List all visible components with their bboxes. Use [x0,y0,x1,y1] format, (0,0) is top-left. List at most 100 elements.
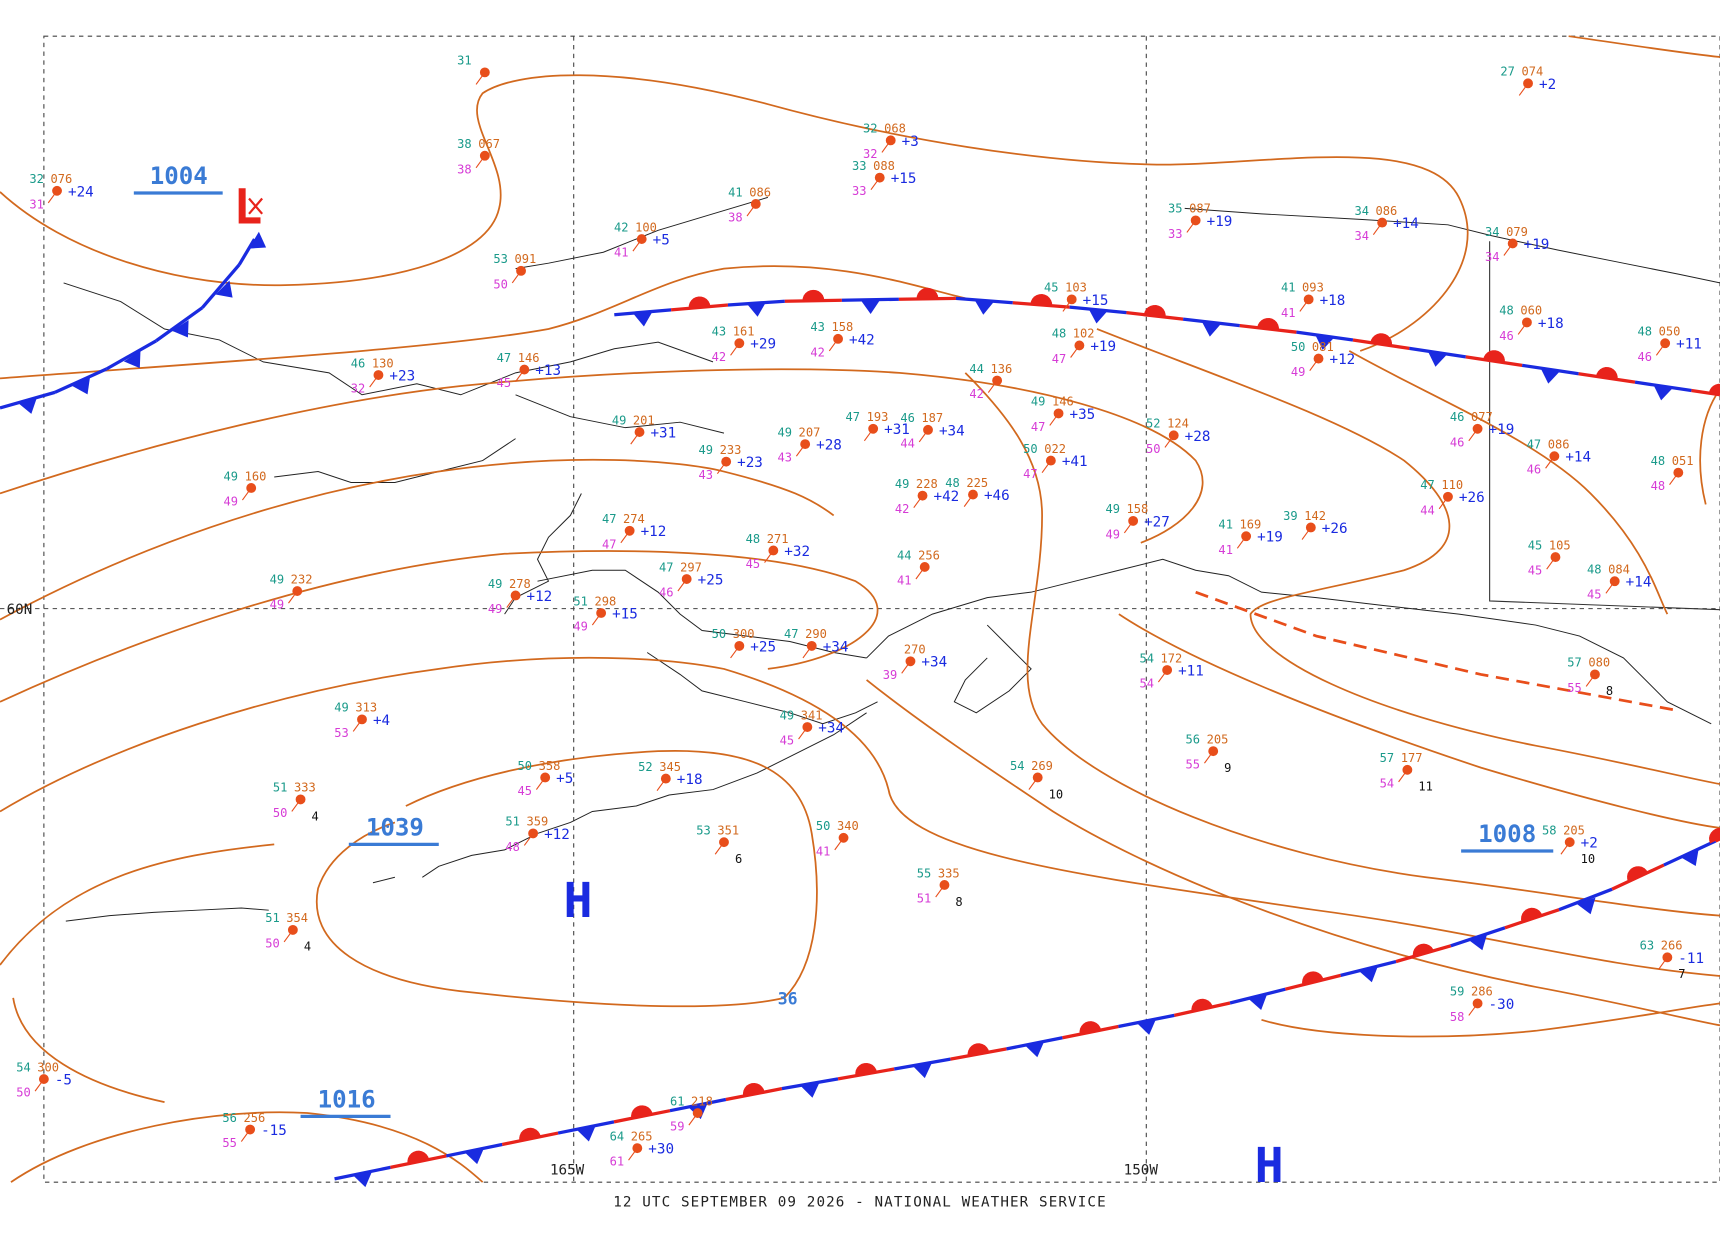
station-plot: 49 341 45 +34 [780,708,844,747]
station-extra: 7 [1678,967,1685,981]
dewpoint: 45 [1587,588,1602,602]
temperature: 51 [573,594,588,608]
station-plot: 49 207 43 +28 [777,425,841,464]
dewpoint: 43 [777,451,792,465]
dewpoint: 54 [1380,776,1395,790]
pressure-tendency: +19 [1489,422,1515,438]
wind-barb [475,72,486,85]
wind-barb [1164,435,1175,448]
isobar [0,368,1204,544]
station-plot: 50 358 45 +5 [517,759,573,798]
cold-front-symbol [632,311,653,327]
front-line [54,367,108,394]
wind-barb [795,443,806,457]
dewpoint: 59 [670,1120,685,1134]
isobar-label: 36 [778,989,798,1008]
temperature: 49 [612,413,627,427]
station-plot: 64 265 61 +30 [610,1129,674,1168]
station-extra: 10 [1581,852,1596,866]
station-plot: 47 274 47 +12 [602,512,666,551]
station-circle [750,199,761,209]
dewpoint: 49 [1291,365,1306,379]
wind-barb [963,494,974,507]
pressure-tendency: +31 [650,426,676,442]
wind-barb [834,837,844,851]
cold-front-symbol [1088,308,1108,324]
pressure: 050 [1659,325,1681,339]
station-plot: 51 298 49 +15 [573,594,637,633]
dewpoint: 42 [969,387,984,401]
station-plot: 27 074+2 [1500,65,1556,96]
dewpoint: 51 [917,892,932,906]
front-line [201,263,241,309]
temperature: 51 [505,815,520,829]
wind-barb [1545,455,1555,469]
station-plot: 33 088 33 +15 [852,159,916,198]
station-plot: 55 335 51 8 [917,866,963,909]
dewpoint: 58 [1450,1010,1465,1024]
wind-barb [632,238,643,252]
pressure-tendency: +23 [389,369,415,385]
pressure-tendency: +19 [1524,237,1550,253]
station-plot: 48 060 46 +18 [1499,304,1563,343]
pressure-tendency: +34 [921,655,947,671]
station-extra: 11 [1418,780,1433,794]
station-extra: 8 [1606,684,1613,698]
front-line [781,1077,839,1091]
pressure: 158 [831,320,853,334]
pressure: 218 [691,1094,713,1108]
dewpoint: 46 [1637,350,1652,364]
temperature: 47 [784,627,799,641]
warm-front-symbol [1595,367,1618,380]
pressure: 233 [720,443,742,457]
station-extra: 4 [304,940,311,954]
wind-barb [1041,460,1052,473]
cold-front-symbol [248,231,267,249]
wind-barb [870,177,881,191]
pressure-tendency: +42 [933,489,959,505]
fronts [0,231,1720,1188]
station-plot: 45 103+15 [1044,281,1108,312]
temperature: 57 [1567,656,1582,670]
wind-barb [764,550,774,563]
temperature: 50 [1291,340,1306,354]
cold-front-symbol [1540,368,1561,384]
warm-front-symbol [1257,318,1280,331]
dewpoint: 47 [1052,352,1067,366]
wind-barb [591,612,602,626]
pressure: 146 [518,351,540,365]
temperature: 49 [334,701,349,715]
pressure: 142 [1304,509,1326,523]
pressure: 087 [1189,202,1211,216]
front-line [155,306,204,343]
center-mark [248,197,264,215]
pressure: 081 [1312,340,1334,354]
station-plot: 54 269 10 [1010,759,1063,802]
pressure: 088 [873,159,895,173]
wind-barb [47,190,58,204]
temperature: 48 [1651,454,1666,468]
station-plot: 48 050 46 +11 [1637,325,1701,364]
temperature: 49 [488,577,503,591]
temperature: 31 [457,54,472,68]
dewpoint: 34 [1354,229,1369,243]
station-circle [1066,294,1077,305]
pressure-tendency: +23 [737,455,763,471]
coastline [63,282,1712,725]
warm-front-symbol [1370,333,1393,346]
station-plot: 48 102 47 +19 [1052,327,1116,366]
temperature: 56 [222,1111,237,1125]
pressure: 136 [991,362,1013,376]
temperature: 61 [670,1094,685,1108]
wind-barb [475,155,486,169]
temperature: 52 [638,760,653,774]
isobar-label: 1016 [318,1086,376,1114]
temperature: 47 [1527,438,1542,452]
dewpoint: 50 [273,806,288,820]
temperature: 49 [895,477,910,491]
front-line [1126,311,1184,321]
temperature: 34 [1354,204,1369,218]
front-line [390,1154,447,1170]
map-border [43,35,1720,1183]
